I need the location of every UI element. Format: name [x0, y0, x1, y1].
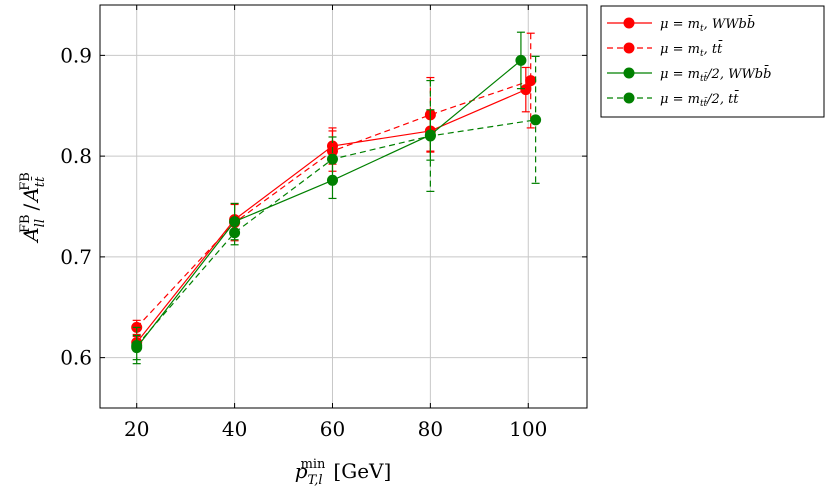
y-tick-label: 0.7: [60, 245, 92, 269]
data-point: [424, 130, 436, 142]
series-0: [131, 66, 532, 350]
legend-entry-label: μ = mtt̄/2, tt̄: [660, 90, 740, 109]
y-axis-label: AllFB/Att̄FB: [18, 172, 48, 244]
legend-entry-label: μ = mt, tt̄: [660, 40, 723, 59]
x-label-unit: [GeV]: [333, 459, 391, 483]
data-point: [131, 340, 143, 352]
y-label-sep: /: [19, 203, 43, 210]
y-tick-label: 0.8: [60, 144, 92, 168]
legend-swatch-marker: [623, 67, 635, 79]
x-axis-label: pT,lmin [GeV]: [295, 457, 392, 488]
x-tick-label: 40: [222, 417, 247, 441]
legend-swatch-marker: [623, 92, 635, 104]
data-point: [525, 75, 537, 87]
x-label-sup: min: [301, 457, 326, 472]
x-tick-label: 80: [418, 417, 443, 441]
data-point: [229, 227, 241, 239]
legend-entry-label: μ = mt, WWbb̄: [660, 15, 755, 34]
legend-entry-label: μ = mtt̄/2, WWbb̄: [660, 65, 771, 84]
y-label-den-base: A: [19, 187, 43, 203]
x-tick-label: 20: [124, 417, 149, 441]
series-line: [136, 79, 531, 328]
legend-swatch-marker: [623, 42, 635, 54]
data-point: [515, 54, 527, 66]
svg-text:AllFB/Att̄FB: AllFB/Att̄FB: [18, 172, 48, 244]
series-2: [131, 31, 527, 361]
axis-ticks: 20 40 60 80 100 0.6 0.7 0.8 0.9: [60, 5, 587, 441]
x-tick-label: 100: [509, 417, 547, 441]
grid: [100, 5, 587, 408]
legend-swatch-marker: [623, 17, 635, 29]
x-label-sub: T,l: [308, 473, 323, 488]
y-tick-label: 0.9: [60, 43, 92, 67]
y-label-num-sup: FB: [18, 214, 33, 233]
series-3: [131, 55, 542, 365]
data-point: [326, 153, 338, 165]
y-label-num-base: A: [19, 227, 43, 243]
x-tick-label: 60: [320, 417, 345, 441]
series-group: [131, 31, 542, 365]
data-point: [520, 84, 532, 96]
x-label-base: p: [295, 459, 308, 483]
y-label-den-sub: tt̄: [31, 176, 48, 188]
legend: μ = mt, WWbb̄ μ = mt, tt̄ μ = mtt̄/2, WWbb…: [600, 5, 825, 118]
y-tick-label: 0.6: [60, 346, 92, 370]
y-label-den-sup: FB: [18, 172, 33, 191]
y-label-num-sub: ll: [33, 219, 48, 227]
data-point: [530, 114, 542, 126]
plot-frame: [99, 4, 588, 409]
